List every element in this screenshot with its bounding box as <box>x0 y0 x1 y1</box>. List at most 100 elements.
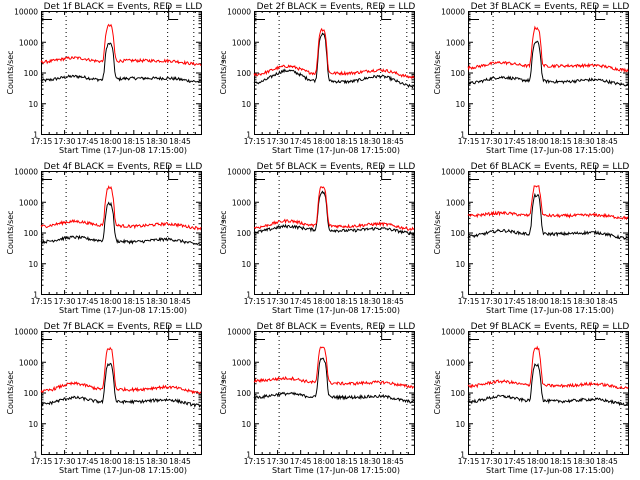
x-axis-label: Start Time (17-Jun-08 17:15:00) <box>59 466 187 475</box>
y-tick-label: 10 <box>28 260 38 269</box>
x-tick-label: 18:45 <box>382 457 404 466</box>
x-tick-label: 18:15 <box>550 297 572 306</box>
plot-frame <box>468 11 629 135</box>
x-tick-label: 17:45 <box>504 137 526 146</box>
x-tick-label: 18:00 <box>313 137 335 146</box>
y-tick-label: 10 <box>455 420 465 429</box>
x-tick-label: 17:30 <box>267 137 289 146</box>
x-tick-label: 18:15 <box>123 297 145 306</box>
y-tick-label: 1 <box>33 291 38 300</box>
y-tick-label: 1000 <box>19 198 38 207</box>
series-line-events <box>40 201 202 246</box>
y-tick-label: 100 <box>451 229 466 238</box>
y-tick-label: 100 <box>237 69 252 78</box>
series-line-lld <box>40 185 202 231</box>
x-tick-label: 17:30 <box>481 457 503 466</box>
chart-panel-2: Det 2f BLACK = Events, RED = LLD 1 10 100 10… <box>219 2 415 155</box>
y-tick-label: 10 <box>28 100 38 109</box>
x-tick-label: 17:30 <box>54 457 76 466</box>
chart-title: Det 4f BLACK = Events, RED = LLD <box>44 162 203 172</box>
x-tick-label: 18:30 <box>146 457 168 466</box>
chart-title: Det 1f BLACK = Events, RED = LLD <box>44 2 203 12</box>
bracket-mark <box>254 331 265 340</box>
bracket-mark <box>41 11 52 20</box>
x-tick-label: 18:30 <box>359 137 381 146</box>
x-tick-label: 18:30 <box>573 137 595 146</box>
y-tick-label: 100 <box>24 69 39 78</box>
x-tick-label: 17:15 <box>31 457 53 466</box>
stray-dot <box>222 60 224 62</box>
chart-title: Det 7f BLACK = Events, RED = LLD <box>44 322 203 332</box>
y-axis-label: Counts/sec <box>6 50 15 94</box>
bracket-mark <box>595 5 606 20</box>
plot-frame <box>254 171 415 295</box>
series-line-lld <box>253 186 415 231</box>
y-tick-label: 1000 <box>446 358 465 367</box>
y-axis-label: Counts/sec <box>219 370 228 414</box>
plot-frame <box>41 171 202 295</box>
series-line-lld <box>253 27 415 80</box>
bracket-mark <box>468 11 479 20</box>
x-tick-label: 18:15 <box>123 457 145 466</box>
bracket-mark <box>168 325 179 340</box>
series-line-events <box>253 357 415 404</box>
x-tick-label: 17:45 <box>290 137 312 146</box>
x-tick-label: 17:30 <box>54 137 76 146</box>
x-tick-label: 18:00 <box>527 137 549 146</box>
chart-panel-4: Det 4f BLACK = Events, RED = LLD 1 10 100 10… <box>6 162 202 315</box>
y-tick-label: 1 <box>460 131 465 140</box>
chart-panel-3: Det 3f BLACK = Events, RED = LLD 1 10 100 10… <box>433 2 629 155</box>
series-line-lld <box>467 25 629 73</box>
y-tick-label: 1 <box>33 131 38 140</box>
x-tick-label: 18:00 <box>313 457 335 466</box>
y-tick-label: 10000 <box>227 328 251 337</box>
x-axis-label: Start Time (17-Jun-08 17:15:00) <box>486 146 614 155</box>
chart-title: Det 8f BLACK = Events, RED = LLD <box>257 322 416 332</box>
x-axis-label: Start Time (17-Jun-08 17:15:00) <box>272 146 400 155</box>
bracket-mark <box>595 325 606 340</box>
plot-frame <box>41 331 202 455</box>
chart-title: Det 9f BLACK = Events, RED = LLD <box>471 322 630 332</box>
series-line-events <box>253 32 415 89</box>
x-tick-label: 18:45 <box>169 457 191 466</box>
series-line-events <box>467 192 628 241</box>
plot-frame <box>41 11 202 135</box>
bracket-mark <box>168 165 179 180</box>
x-tick-label: 18:30 <box>573 457 595 466</box>
chart-panel-8: Det 8f BLACK = Events, RED = LLD 1 10 100 10… <box>219 322 415 475</box>
y-axis-label: Counts/sec <box>6 210 15 254</box>
x-tick-label: 18:45 <box>169 297 191 306</box>
y-tick-label: 1000 <box>19 38 38 47</box>
x-tick-label: 17:45 <box>290 457 312 466</box>
y-tick-label: 100 <box>451 69 466 78</box>
x-tick-label: 17:30 <box>481 297 503 306</box>
chart-title: Det 3f BLACK = Events, RED = LLD <box>471 2 630 12</box>
bracket-mark <box>168 5 179 20</box>
x-tick-label: 17:15 <box>31 297 53 306</box>
chart-panel-1: Det 1f BLACK = Events, RED = LLD 1 10 100 10… <box>6 2 202 155</box>
y-tick-label: 1000 <box>446 38 465 47</box>
bracket-mark <box>468 331 479 340</box>
x-tick-label: 17:15 <box>458 137 480 146</box>
chart-panel-7: Det 7f BLACK = Events, RED = LLD 1 10 100 10… <box>6 322 202 475</box>
y-tick-label: 10000 <box>227 168 251 177</box>
stray-dot <box>222 220 224 222</box>
y-axis-label: Counts/sec <box>433 210 442 254</box>
x-tick-label: 18:15 <box>550 457 572 466</box>
bracket-mark <box>381 5 392 20</box>
y-tick-label: 1000 <box>232 38 251 47</box>
x-tick-label: 17:45 <box>290 297 312 306</box>
plot-frame <box>468 331 629 455</box>
bracket-mark <box>254 11 265 20</box>
y-axis-label: Counts/sec <box>219 210 228 254</box>
x-tick-label: 18:45 <box>596 297 618 306</box>
x-tick-label: 18:00 <box>100 137 122 146</box>
x-tick-label: 18:00 <box>527 297 549 306</box>
y-tick-label: 10000 <box>441 8 465 17</box>
x-tick-label: 17:15 <box>244 297 266 306</box>
x-axis-label: Start Time (17-Jun-08 17:15:00) <box>59 146 187 155</box>
x-tick-label: 18:00 <box>527 457 549 466</box>
series-line-lld <box>40 346 202 395</box>
y-tick-label: 100 <box>24 229 39 238</box>
